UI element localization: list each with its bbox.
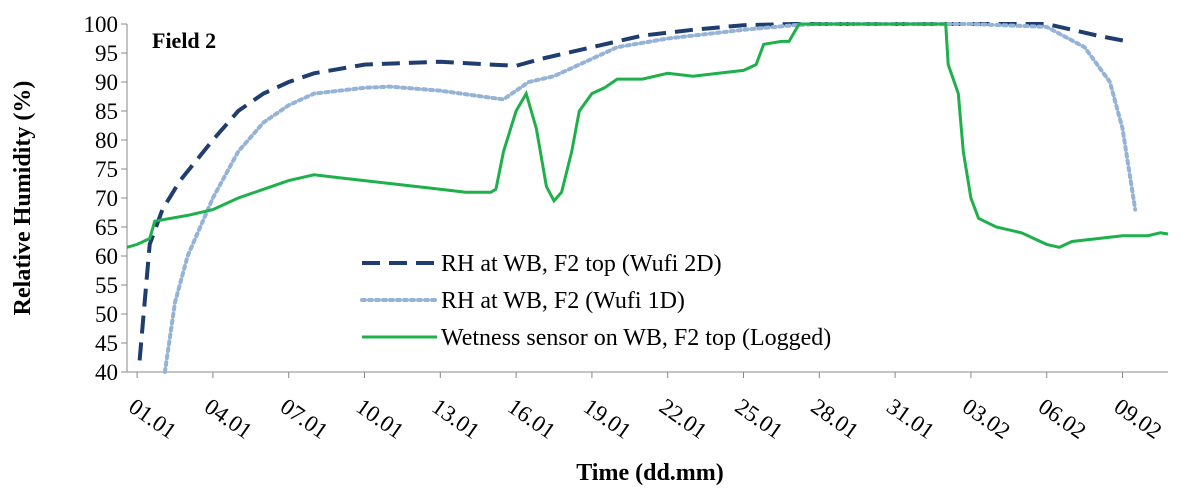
- x-tick-label: 31.01: [882, 394, 939, 444]
- y-tick-label: 75: [95, 157, 118, 182]
- x-tick-label: 07.01: [276, 394, 333, 444]
- y-tick-label: 65: [95, 215, 118, 240]
- data-line: [126, 22, 1169, 249]
- y-tick-label: 70: [95, 186, 118, 211]
- x-tick-label: 01.01: [124, 394, 181, 444]
- y-tick-label: 85: [95, 99, 118, 124]
- x-tick-label: 03.02: [958, 394, 1015, 444]
- x-tick-label: 19.01: [579, 394, 636, 444]
- data-line: [162, 22, 1138, 374]
- y-tick-label: 40: [95, 360, 118, 385]
- x-tick-label: 28.01: [806, 394, 863, 444]
- x-tick-label: 25.01: [731, 394, 788, 444]
- y-axis-label: Relative Humidity (%): [10, 81, 36, 316]
- y-tick-label: 100: [84, 12, 119, 37]
- legend-label: RH at WB, F2 (Wufi 1D): [441, 288, 685, 314]
- y-tick-label: 55: [95, 273, 118, 298]
- chart-title: Field 2: [152, 28, 216, 53]
- y-tick-label: 45: [95, 331, 118, 356]
- x-tick-label: 10.01: [352, 394, 409, 444]
- y-tick-label: 95: [95, 41, 118, 66]
- x-tick-label: 06.02: [1034, 394, 1091, 444]
- legend-label: Wetness sensor on WB, F2 top (Logged): [441, 325, 831, 351]
- x-tick-label: 22.01: [655, 394, 712, 444]
- legend-label: RH at WB, F2 top (Wufi 2D): [441, 251, 722, 277]
- x-axis-label: Time (dd.mm): [576, 460, 724, 486]
- x-tick-label: 16.01: [503, 394, 560, 444]
- y-tick-label: 80: [95, 128, 118, 153]
- x-tick-label: 09.02: [1110, 394, 1167, 444]
- y-tick-label: 50: [95, 302, 118, 327]
- y-tick-label: 60: [95, 244, 118, 269]
- x-tick-label: 13.01: [427, 394, 484, 444]
- x-tick-label: 04.01: [200, 394, 257, 444]
- y-tick-label: 90: [95, 70, 118, 95]
